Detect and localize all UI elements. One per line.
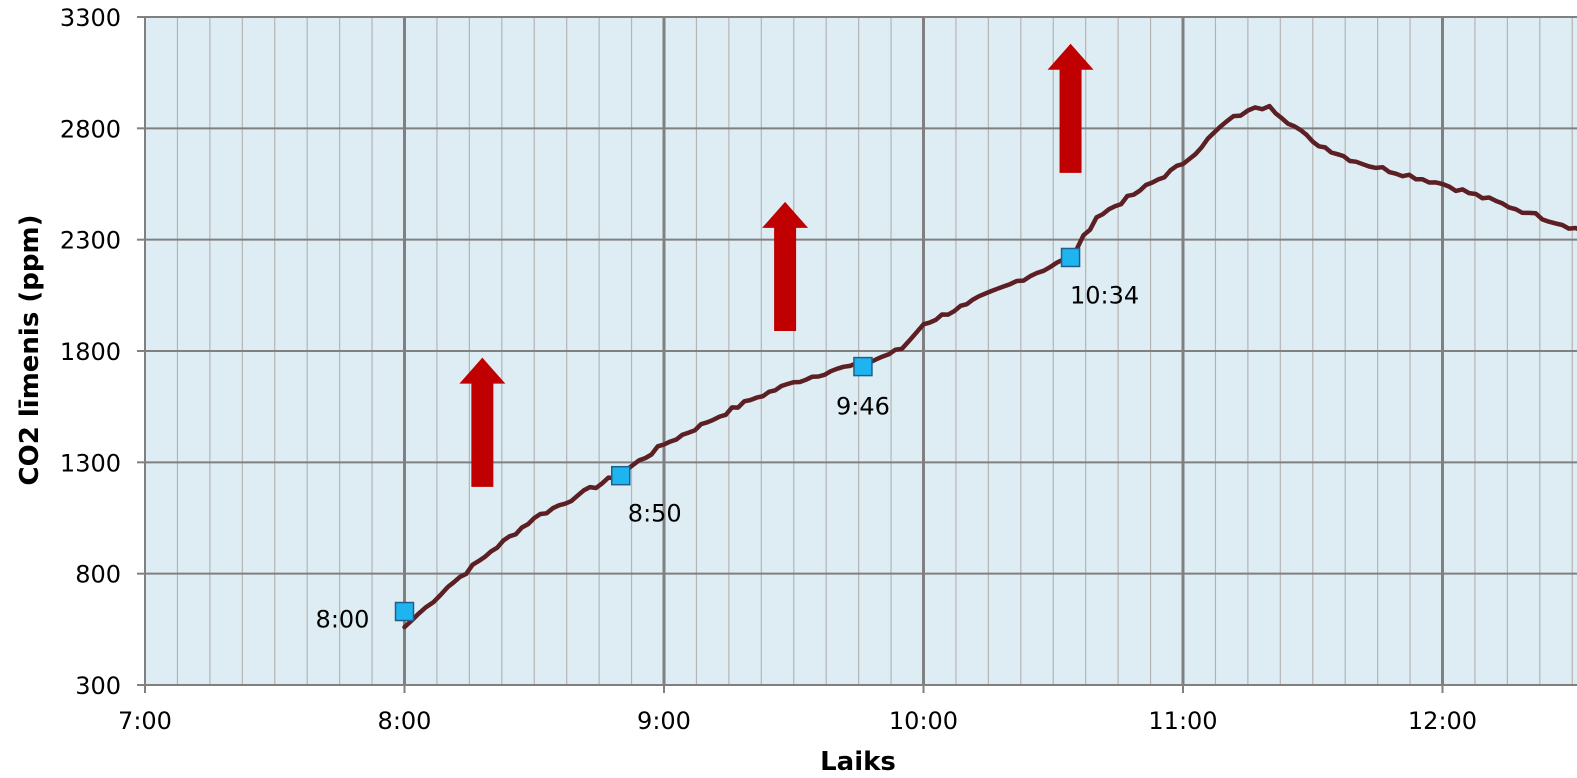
x-tick-label: 8:00 <box>378 707 432 735</box>
x-tick-label: 12:00 <box>1408 707 1477 735</box>
time-markers <box>394 247 1081 622</box>
time-marker-label: 8:50 <box>628 500 682 528</box>
time-marker <box>853 356 873 377</box>
increase-arrows <box>459 43 1094 487</box>
y-tick-label: 2300 <box>60 227 121 255</box>
x-tick-label: 9:00 <box>637 707 691 735</box>
x-tick-labels: 7:008:009:0010:0011:0012:0013:0014:0015:… <box>118 707 1477 735</box>
y-tick-label: 800 <box>75 561 121 589</box>
y-tick-label: 300 <box>75 672 121 700</box>
y-tick-labels: 300 800 1300 1800 2300 2800 3300 <box>60 4 121 700</box>
grid-lines <box>145 16 1577 685</box>
axes <box>137 16 1577 693</box>
x-tick-label: 10:00 <box>889 707 958 735</box>
time-marker-label: 8:00 <box>316 606 370 634</box>
up-arrow <box>1047 43 1094 173</box>
time-marker <box>394 601 415 622</box>
x-tick-label: 7:00 <box>118 707 172 735</box>
time-marker <box>1060 247 1081 268</box>
co2-series-line <box>402 103 1577 630</box>
y-tick-label: 1300 <box>60 449 121 477</box>
up-arrow <box>459 357 506 487</box>
up-arrow <box>762 201 809 331</box>
x-axis-title: Laiks <box>820 747 896 777</box>
y-tick-label: 1800 <box>60 338 121 366</box>
y-axis-title: CO2 līmenis (ppm) <box>15 215 45 486</box>
time-marker <box>611 465 631 486</box>
time-marker-label: 9:46 <box>836 393 890 421</box>
y-tick-label: 3300 <box>60 4 121 32</box>
y-tick-label: 2800 <box>60 115 121 143</box>
time-marker-label: 10:34 <box>1070 281 1139 309</box>
x-tick-label: 11:00 <box>1148 707 1217 735</box>
